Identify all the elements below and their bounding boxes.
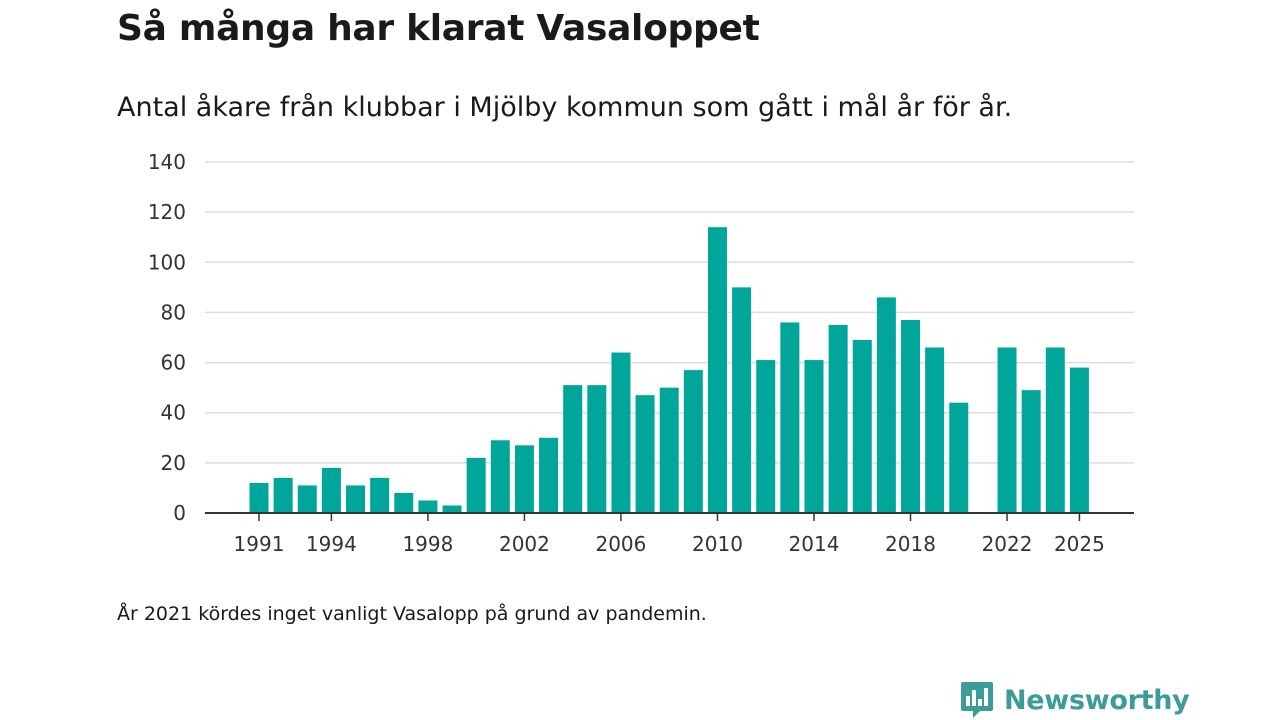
x-tick-label: 1998	[402, 532, 453, 556]
bar-2019	[925, 347, 945, 513]
bar-2002	[514, 445, 534, 513]
y-tick-label: 140	[148, 150, 186, 174]
x-tick-label: 2022	[982, 532, 1033, 556]
bar-chart-icon	[961, 682, 993, 718]
x-tick-label: 2006	[595, 532, 646, 556]
newsworthy-logo: Newsworthy	[960, 680, 1190, 720]
bar-2018	[901, 319, 921, 513]
y-tick-label: 80	[161, 300, 186, 324]
bar-2014	[804, 360, 824, 513]
bar-2003	[539, 437, 559, 513]
y-tick-label: 120	[148, 200, 186, 224]
bar-1994	[321, 467, 341, 513]
bar-1997	[394, 492, 414, 513]
bar-2020	[949, 402, 969, 513]
bar-1996	[370, 477, 390, 513]
x-tick-label: 2014	[789, 532, 840, 556]
bar-2005	[587, 385, 607, 513]
bar-2022	[997, 347, 1017, 513]
bar-2010	[707, 227, 727, 513]
chart-subtitle: Antal åkare från klubbar i Mjölby kommun…	[117, 92, 1013, 123]
bar-2011	[732, 287, 752, 513]
bar-2017	[876, 297, 896, 513]
bar-2016	[852, 340, 872, 513]
bar-1991	[249, 482, 269, 513]
brand-name: Newsworthy	[1004, 684, 1190, 716]
bar-2023	[1021, 390, 1041, 513]
bar-2001	[490, 440, 510, 513]
bar-1993	[297, 485, 317, 513]
bar-1992	[273, 477, 293, 513]
bar-2006	[611, 352, 631, 513]
chart-footnote: År 2021 kördes inget vanligt Vasalopp på…	[117, 603, 707, 625]
bar-2009	[683, 370, 703, 513]
bar-2015	[828, 324, 848, 513]
bar-2008	[659, 387, 679, 513]
bar-2024	[1045, 347, 1065, 513]
chart-title: Så många har klarat Vasaloppet	[117, 8, 760, 49]
bar-1998	[418, 500, 438, 513]
bar-1999	[442, 505, 462, 513]
x-tick-label: 2002	[499, 532, 550, 556]
x-tick-label: 2010	[692, 532, 743, 556]
y-tick-label: 0	[173, 501, 186, 525]
bar-2007	[635, 395, 655, 513]
bar-2012	[756, 360, 776, 513]
bar-2025	[1069, 367, 1089, 513]
y-tick-label: 40	[161, 401, 186, 425]
x-tick-label: 2025	[1054, 532, 1105, 556]
x-tick-label: 1994	[306, 532, 357, 556]
x-tick-label: 1991	[234, 532, 285, 556]
bar-2013	[780, 322, 800, 513]
bar-2004	[563, 385, 583, 513]
y-tick-label: 60	[161, 351, 186, 375]
bar-2000	[466, 457, 486, 513]
x-tick-label: 2018	[885, 532, 936, 556]
y-tick-label: 100	[148, 250, 186, 274]
bar-1995	[346, 485, 366, 513]
y-tick-label: 20	[161, 451, 186, 475]
